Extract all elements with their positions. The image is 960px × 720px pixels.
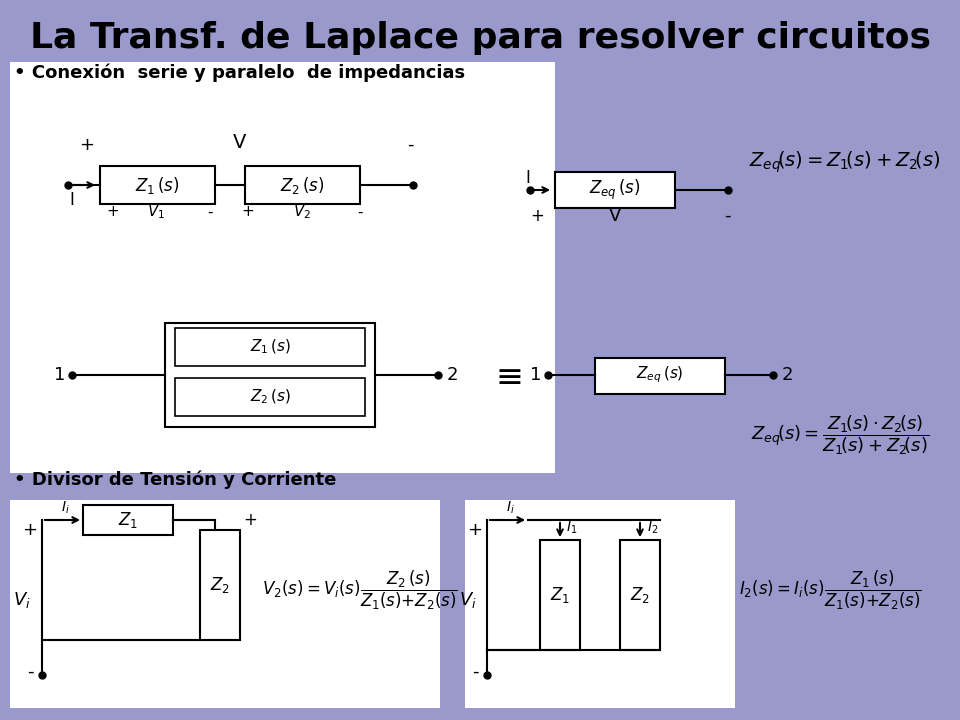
- Text: $Z_2\,(s)$: $Z_2\,(s)$: [250, 388, 291, 406]
- Text: $V_2(s){=}V_i(s)\dfrac{Z_2\,(s)}{Z_1(s){+}Z_2(s)}$: $V_2(s){=}V_i(s)\dfrac{Z_2\,(s)}{Z_1(s){…: [262, 568, 458, 611]
- Bar: [165, 323, 375, 427]
- Text: +: +: [243, 511, 257, 529]
- Bar: [465, 500, 735, 708]
- Text: +: +: [530, 207, 544, 225]
- Text: $Z_1\,(s)$: $Z_1\,(s)$: [250, 338, 291, 356]
- Text: 1: 1: [530, 366, 541, 384]
- Text: $I_1$: $I_1$: [566, 520, 578, 536]
- Text: $V_1$: $V_1$: [147, 202, 165, 221]
- Bar: [540, 540, 580, 650]
- Text: V: V: [609, 207, 621, 225]
- Bar: [620, 540, 660, 650]
- Text: -: -: [27, 663, 34, 681]
- Text: • Divisor de Tensión y Corriente: • Divisor de Tensión y Corriente: [14, 471, 336, 490]
- Bar: [555, 172, 675, 208]
- Text: +: +: [80, 136, 94, 154]
- Text: -: -: [724, 207, 731, 225]
- Text: -: -: [471, 663, 478, 681]
- Text: $Z_2\,(s)$: $Z_2\,(s)$: [279, 174, 324, 196]
- Text: $I_2$: $I_2$: [647, 520, 659, 536]
- Text: $Z_2$: $Z_2$: [210, 575, 230, 595]
- Text: $V_i$: $V_i$: [459, 590, 477, 610]
- Text: $Z_2$: $Z_2$: [630, 585, 650, 605]
- Bar: [595, 358, 725, 394]
- Text: $V_i$: $V_i$: [13, 590, 31, 610]
- Text: +: +: [242, 204, 254, 220]
- Text: +: +: [22, 521, 37, 539]
- Text: $Z_1$: $Z_1$: [550, 585, 570, 605]
- Text: -: -: [207, 204, 213, 220]
- Bar: [10, 500, 440, 708]
- Text: 2: 2: [446, 366, 458, 384]
- Bar: [83, 505, 173, 535]
- Text: $Z_{eq}\,(s)$: $Z_{eq}\,(s)$: [636, 365, 684, 385]
- Bar: [200, 530, 240, 640]
- Bar: [100, 166, 215, 204]
- Text: I: I: [69, 191, 75, 209]
- Text: $Z_{eq}\!\left(s\right)=\dfrac{Z_1\!\left(s\right)\cdot Z_2\!\left(s\right)}{Z_1: $Z_{eq}\!\left(s\right)=\dfrac{Z_1\!\lef…: [751, 413, 929, 456]
- Text: $Z_1$: $Z_1$: [118, 510, 138, 530]
- Text: V: V: [233, 133, 247, 153]
- Text: $V_2$: $V_2$: [293, 202, 311, 221]
- Text: +: +: [468, 521, 483, 539]
- Text: $\equiv$: $\equiv$: [489, 359, 521, 392]
- Bar: [245, 166, 360, 204]
- Text: La Transf. de Laplace para resolver circuitos: La Transf. de Laplace para resolver circ…: [30, 21, 930, 55]
- Text: +: +: [107, 204, 119, 220]
- Text: • Conexión  serie y paralelo  de impedancias: • Conexión serie y paralelo de impedanci…: [14, 64, 466, 82]
- Text: $Z_{eq}\!\left(s\right)=Z_1\!\left(s\right)+Z_2\!\left(s\right)$: $Z_{eq}\!\left(s\right)=Z_1\!\left(s\rig…: [749, 149, 941, 175]
- Text: $Z_{eq}\,(s)$: $Z_{eq}\,(s)$: [589, 178, 641, 202]
- Bar: [175, 378, 365, 416]
- Text: $Z_1\,(s)$: $Z_1\,(s)$: [134, 174, 180, 196]
- Text: 2: 2: [781, 366, 793, 384]
- Bar: [10, 62, 555, 352]
- Text: $I_i$: $I_i$: [506, 500, 515, 516]
- Text: $I_2(s){=}I_i(s)\dfrac{Z_1\,(s)}{Z_1(s){+}Z_2(s)}$: $I_2(s){=}I_i(s)\dfrac{Z_1\,(s)}{Z_1(s){…: [738, 568, 922, 611]
- Text: -: -: [357, 204, 363, 220]
- Text: 1: 1: [55, 366, 65, 384]
- Text: $I_i$: $I_i$: [60, 500, 69, 516]
- Bar: [10, 298, 555, 473]
- Text: I: I: [525, 169, 531, 187]
- Bar: [175, 328, 365, 366]
- Text: -: -: [407, 136, 413, 154]
